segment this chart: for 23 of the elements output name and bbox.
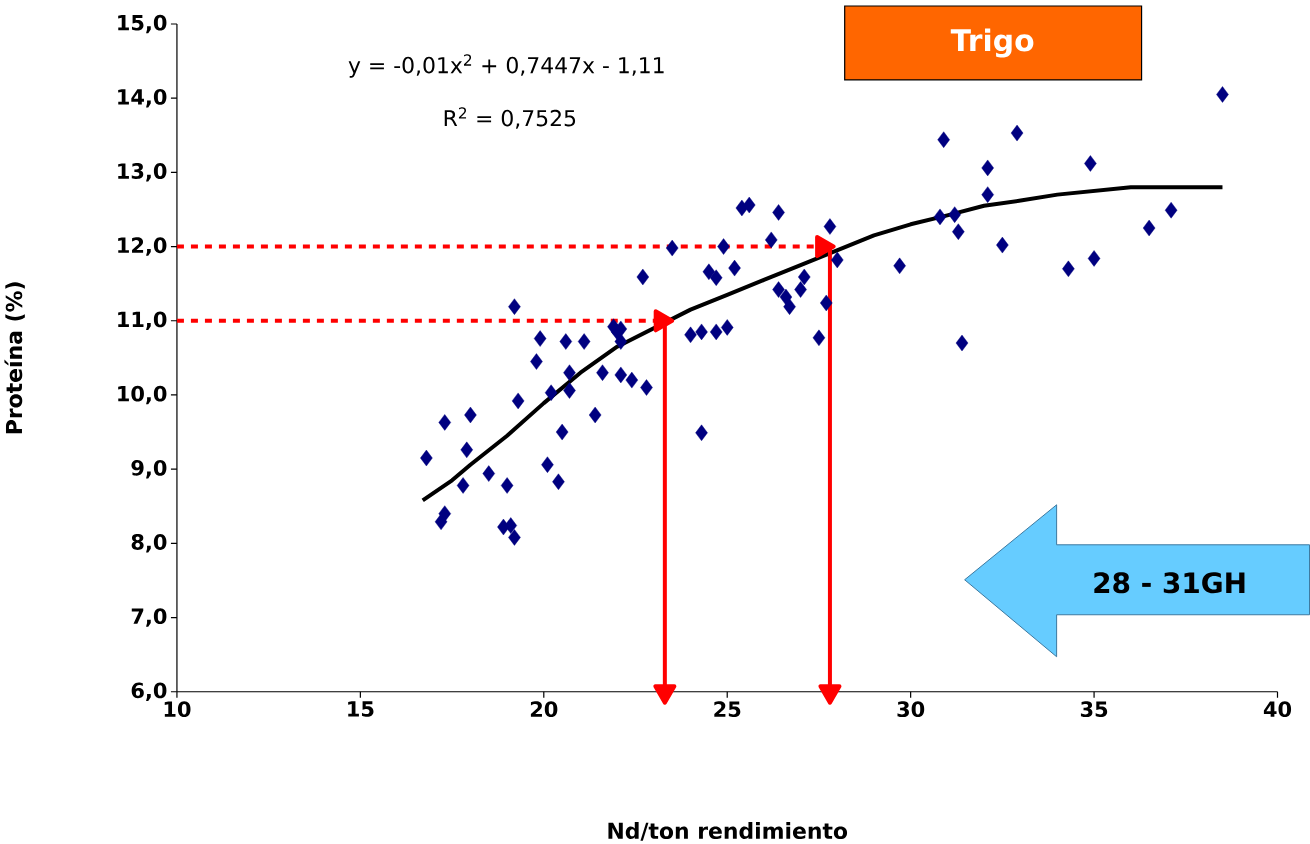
y-tick-label: 6,0	[131, 682, 167, 701]
annotation: R$^{2}$ = 0,7525	[444, 107, 576, 129]
y-tick-label: 14,0	[118, 88, 167, 108]
y-axis-title: Proteína (%)	[4, 282, 25, 434]
x-tick-label: 10	[164, 701, 191, 718]
x-tick-label: 30	[897, 701, 925, 718]
y-tick-label: 10,0	[118, 385, 167, 405]
y-tick-label: 11,0	[118, 311, 167, 330]
annotation: Trigo	[950, 28, 1034, 58]
x-tick-label: 20	[530, 701, 558, 718]
annotation: 28 - 31GH	[1094, 572, 1245, 594]
x-axis-title: Nd/ton rendimiento	[608, 822, 848, 841]
y-tick-label: 8,0	[131, 534, 167, 553]
y-tick-label: 15,0	[118, 14, 167, 34]
x-tick-label: 25	[714, 701, 741, 718]
x-tick-label: 35	[1080, 701, 1108, 718]
y-tick-label: 12,0	[118, 237, 167, 256]
y-tick-label: 13,0	[118, 163, 167, 182]
x-tick-label: 15	[348, 701, 374, 717]
annotation: y = -0,01x$^{2}$ + 0,7447x - 1,11	[348, 54, 664, 78]
x-tick-label: 40	[1263, 701, 1292, 718]
y-tick-label: 7,0	[131, 608, 167, 627]
y-tick-label: 9,0	[131, 459, 167, 479]
